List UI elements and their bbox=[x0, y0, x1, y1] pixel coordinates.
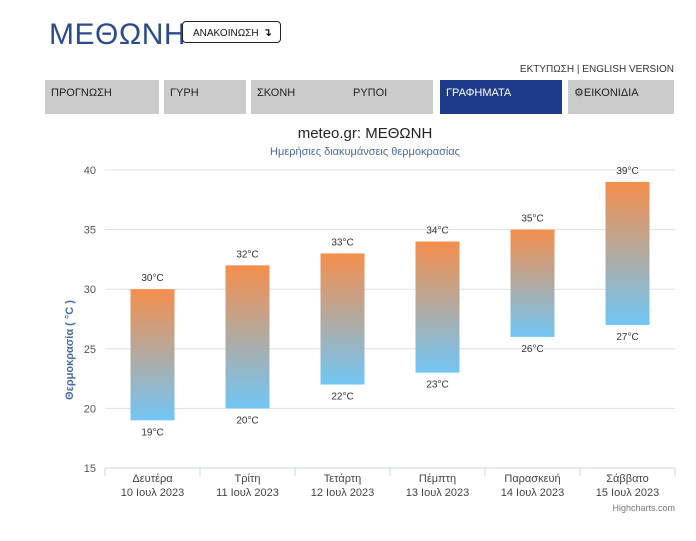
y-tick-label: 35 bbox=[84, 225, 96, 237]
tab-label: ΣΚΟΝΗ bbox=[257, 87, 296, 99]
tab-icons[interactable]: ⚙ΕΙΚΟΝΙΔΙΑ bbox=[568, 80, 674, 114]
chart-subtitle: Ημερήσιες διακυμάνσεις θερμοκρασίας bbox=[270, 146, 460, 158]
temperature-chart: meteo.gr: ΜΕΘΩΝΗ Ημερήσιες διακυμάνσεις … bbox=[0, 118, 696, 536]
tab-pollutants[interactable]: ΡΥΠΟΙ bbox=[347, 80, 433, 114]
tab-label: ΓΥΡΗ bbox=[170, 87, 199, 99]
tab-label: ΡΥΠΟΙ bbox=[353, 87, 388, 99]
announcement-label: ΑΝΑΚΟΙΝΩΣΗ bbox=[193, 28, 259, 39]
low-temp-label: 20°C bbox=[236, 415, 258, 426]
temperature-bar bbox=[510, 229, 555, 337]
high-temp-label: 33°C bbox=[331, 237, 353, 248]
low-temp-label: 22°C bbox=[331, 392, 353, 403]
temperature-bar bbox=[320, 253, 365, 385]
tab-label: ΓΡΑΦΗΜΑΤΑ bbox=[446, 87, 512, 99]
high-temp-label: 34°C bbox=[426, 226, 448, 237]
y-tick-label: 25 bbox=[84, 344, 96, 356]
temperature-bar bbox=[605, 181, 650, 325]
link-separator: | bbox=[576, 64, 580, 75]
x-tick-date-label: 12 Ιουλ 2023 bbox=[311, 487, 375, 499]
x-tick-day-label: Δευτέρα bbox=[132, 473, 173, 485]
y-tick-label: 40 bbox=[84, 165, 96, 177]
announcement-button[interactable]: ΑΝΑΚΟΙΝΩΣΗ ↴ bbox=[182, 21, 281, 43]
chart-title: meteo.gr: ΜΕΘΩΝΗ bbox=[298, 125, 433, 142]
print-link[interactable]: ΕΚΤΥΠΩΣΗ bbox=[519, 64, 575, 75]
y-tick-label: 15 bbox=[84, 463, 96, 475]
x-tick-date-label: 14 Ιουλ 2023 bbox=[501, 487, 565, 499]
top-links: ΕΚΤΥΠΩΣΗ | ENGLISH VERSION bbox=[520, 64, 674, 75]
x-tick-day-label: Τετάρτη bbox=[324, 473, 362, 485]
temperature-bar bbox=[415, 241, 460, 373]
tab-forecast[interactable]: ΠΡΟΓΝΩΣΗ bbox=[45, 80, 159, 114]
temperature-bar bbox=[225, 265, 270, 409]
highcharts-credit[interactable]: Highcharts.com bbox=[612, 503, 675, 513]
low-temp-label: 19°C bbox=[141, 427, 163, 438]
tab-label: ΠΡΟΓΝΩΣΗ bbox=[51, 87, 112, 99]
x-tick-day-label: Τρίτη bbox=[235, 473, 261, 485]
temperature-bar bbox=[130, 289, 175, 421]
high-temp-label: 39°C bbox=[616, 166, 638, 177]
page-title: ΜΕΘΩΝΗ bbox=[49, 18, 187, 51]
x-tick-date-label: 11 Ιουλ 2023 bbox=[216, 487, 279, 499]
tab-label: ΕΙΚΟΝΙΔΙΑ bbox=[583, 87, 639, 99]
y-tick-label: 20 bbox=[84, 403, 96, 415]
low-temp-label: 23°C bbox=[426, 380, 448, 391]
x-tick-date-label: 15 Ιουλ 2023 bbox=[596, 487, 660, 499]
x-tick-date-label: 13 Ιουλ 2023 bbox=[406, 487, 470, 499]
gear-icon: ⚙ bbox=[574, 87, 584, 99]
tab-pollen[interactable]: ΓΥΡΗ bbox=[164, 80, 246, 114]
chart-svg: meteo.gr: ΜΕΘΩΝΗ Ημερήσιες διακυμάνσεις … bbox=[64, 125, 676, 513]
high-temp-label: 32°C bbox=[236, 249, 258, 260]
english-version-link[interactable]: ENGLISH VERSION bbox=[582, 64, 674, 75]
x-tick-day-label: Πέμπτη bbox=[419, 473, 456, 485]
x-tick-day-label: Παρασκευή bbox=[504, 473, 560, 485]
low-temp-label: 27°C bbox=[616, 332, 638, 343]
low-temp-label: 26°C bbox=[521, 344, 543, 355]
y-axis-label: Θερμοκρασία ( °C ) bbox=[64, 300, 76, 400]
arrow-down-icon: ↴ bbox=[262, 27, 272, 39]
y-tick-label: 30 bbox=[84, 284, 96, 296]
x-tick-date-label: 10 Ιουλ 2023 bbox=[121, 487, 185, 499]
high-temp-label: 30°C bbox=[141, 273, 163, 284]
x-tick-day-label: Σάββατο bbox=[606, 473, 648, 485]
tab-charts[interactable]: ΓΡΑΦΗΜΑΤΑ bbox=[440, 80, 562, 114]
high-temp-label: 35°C bbox=[521, 214, 543, 225]
tab-dust[interactable]: ΣΚΟΝΗ bbox=[251, 80, 348, 114]
